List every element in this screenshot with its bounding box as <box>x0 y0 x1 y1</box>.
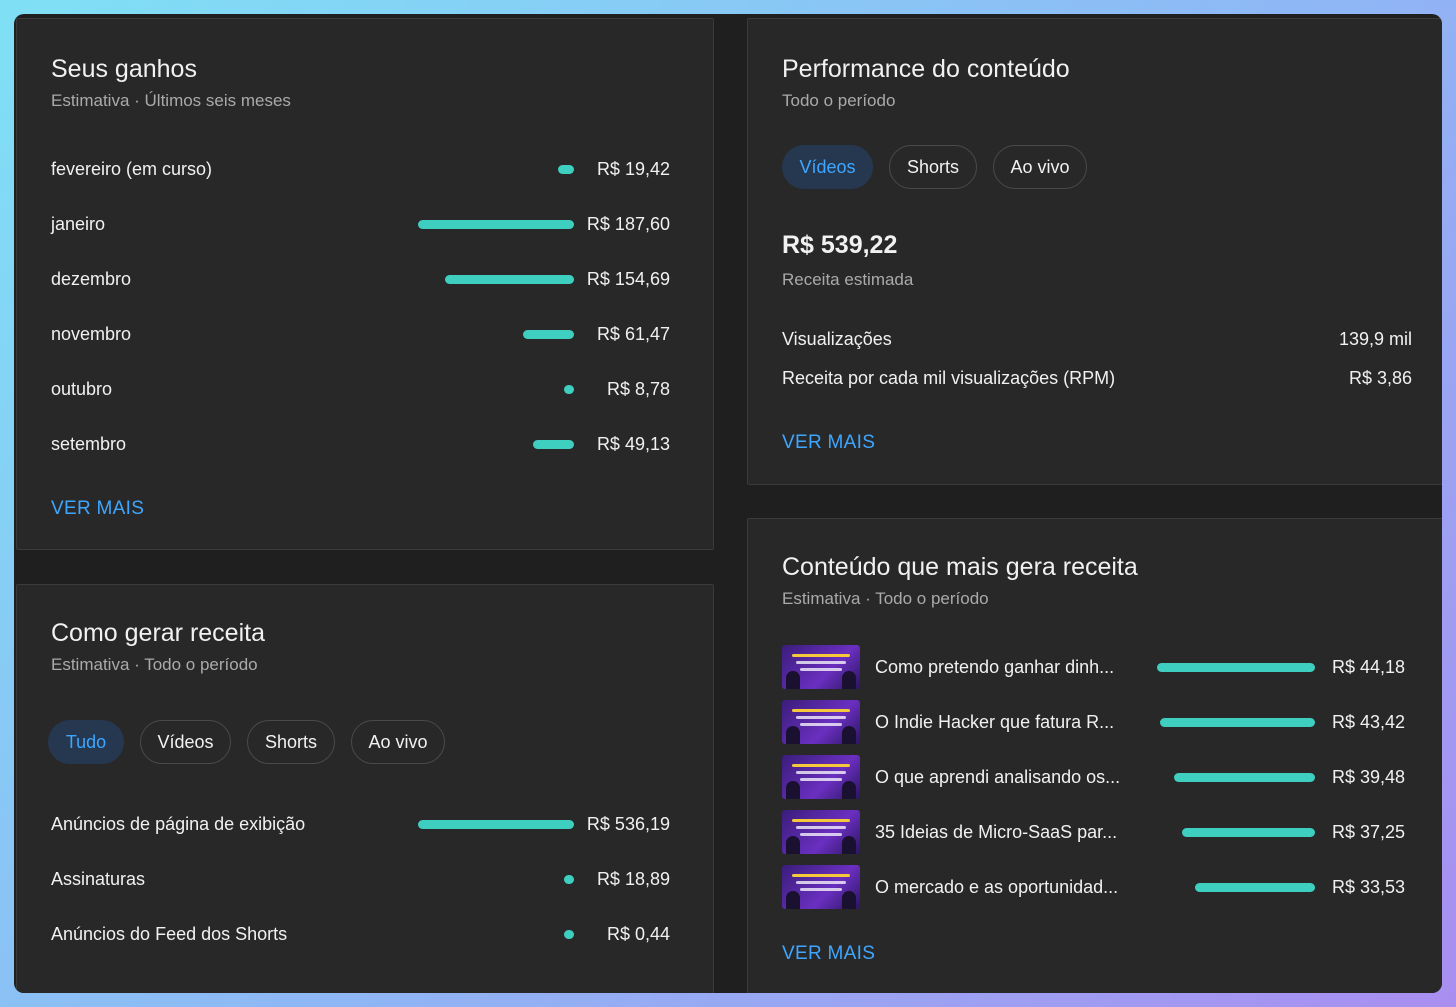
earnings-row-value: R$ 187,60 <box>586 214 670 234</box>
revenue-source-row: Anúncios do Feed dos Shorts R$ 0,44 <box>51 919 670 949</box>
top-content-row-value: R$ 33,53 <box>1332 877 1406 897</box>
estimated-revenue-label: Receita estimada <box>782 270 914 289</box>
video-thumbnail[interactable] <box>782 810 860 854</box>
top-content-card: Conteúdo que mais gera receita Estimativ… <box>747 518 1442 993</box>
top-content-row[interactable]: O mercado e as oportunidad... R$ 33,53 <box>782 865 1405 909</box>
earnings-row-value: R$ 19,42 <box>596 159 670 179</box>
earnings-row-bar <box>418 220 574 229</box>
chip-shorts[interactable]: Shorts <box>889 145 977 189</box>
revenue-source-row: Assinaturas R$ 18,89 <box>51 864 670 894</box>
top-content-row[interactable]: O que aprendi analisando os... R$ 39,48 <box>782 755 1405 799</box>
top-content-title: Conteúdo que mais gera receita <box>782 553 1138 581</box>
earnings-row-bar <box>523 330 574 339</box>
earnings-row-label: setembro <box>51 434 127 454</box>
video-thumbnail[interactable] <box>782 865 860 909</box>
performance-see-more-link[interactable]: VER MAIS <box>782 432 876 453</box>
video-thumbnail[interactable] <box>782 755 860 799</box>
top-content-row[interactable]: O Indie Hacker que fatura R... R$ 43,42 <box>782 700 1405 744</box>
chip-live[interactable]: Ao vivo <box>351 720 445 764</box>
earnings-subtitle: Estimativa · Últimos seis meses <box>51 91 291 110</box>
earnings-row-label: novembro <box>51 324 132 344</box>
chip-all[interactable]: Tudo <box>48 720 124 764</box>
video-title[interactable]: O Indie Hacker que fatura R... <box>875 712 1115 732</box>
top-content-see-more-link[interactable]: VER MAIS <box>782 943 876 964</box>
top-content-row-bar <box>1174 773 1315 782</box>
earnings-row-value: R$ 8,78 <box>606 379 670 399</box>
earnings-row-value: R$ 154,69 <box>586 269 670 289</box>
video-thumbnail[interactable] <box>782 645 860 689</box>
revenue-sources-title: Como gerar receita <box>51 619 265 647</box>
earnings-row: novembro R$ 61,47 <box>51 319 670 349</box>
earnings-row-bar <box>558 165 574 174</box>
revenue-source-row-bar <box>564 875 574 884</box>
earnings-row: janeiro R$ 187,60 <box>51 209 670 239</box>
stat-rpm-value: R$ 3,86 <box>1348 368 1412 388</box>
earnings-row-label: janeiro <box>51 214 106 234</box>
revenue-source-row-label: Anúncios de página de exibição <box>51 814 306 834</box>
video-thumbnail[interactable] <box>782 700 860 744</box>
revenue-source-row-bar <box>418 820 574 829</box>
revenue-source-row-value: R$ 536,19 <box>586 814 670 834</box>
performance-card: Performance do conteúdo Todo o período V… <box>747 18 1442 485</box>
estimated-revenue-value: R$ 539,22 <box>782 231 898 259</box>
video-title[interactable]: Como pretendo ganhar dinh... <box>875 657 1115 677</box>
revenue-sources-card: Como gerar receita Estimativa · Todo o p… <box>16 584 714 993</box>
earnings-row: fevereiro (em curso) R$ 19,42 <box>51 154 670 184</box>
chip-videos[interactable]: Vídeos <box>782 145 873 189</box>
top-content-row-value: R$ 43,42 <box>1332 712 1406 732</box>
stat-rpm-label: Receita por cada mil visualizações (RPM) <box>782 368 1116 388</box>
top-content-row-value: R$ 37,25 <box>1332 822 1406 842</box>
top-content-row-value: R$ 39,48 <box>1332 767 1406 787</box>
earnings-row-label: fevereiro (em curso) <box>51 159 213 179</box>
earnings-row-bar <box>564 385 574 394</box>
earnings-row-label: outubro <box>51 379 113 399</box>
performance-subtitle: Todo o período <box>782 91 896 110</box>
earnings-row-label: dezembro <box>51 269 132 289</box>
earnings-row: outubro R$ 8,78 <box>51 374 670 404</box>
top-content-row-bar <box>1160 718 1315 727</box>
revenue-source-row-label: Anúncios do Feed dos Shorts <box>51 924 288 944</box>
video-title[interactable]: 35 Ideias de Micro-SaaS par... <box>875 822 1118 842</box>
top-content-subtitle: Estimativa · Todo o período <box>782 589 989 608</box>
top-content-row-bar <box>1157 663 1315 672</box>
earnings-see-more-link[interactable]: VER MAIS <box>51 498 145 519</box>
top-content-row-bar <box>1182 828 1315 837</box>
earnings-row-bar <box>533 440 574 449</box>
stat-views-value: 139,9 mil <box>1338 329 1412 349</box>
revenue-source-row-value: R$ 18,89 <box>596 869 670 889</box>
chip-shorts[interactable]: Shorts <box>247 720 335 764</box>
chip-live[interactable]: Ao vivo <box>993 145 1087 189</box>
earnings-title: Seus ganhos <box>51 55 197 83</box>
performance-title: Performance do conteúdo <box>782 55 1070 83</box>
top-content-row-value: R$ 44,18 <box>1332 657 1406 677</box>
video-title[interactable]: O mercado e as oportunidad... <box>875 877 1119 897</box>
revenue-source-row-bar <box>564 930 574 939</box>
earnings-row-value: R$ 61,47 <box>596 324 670 344</box>
earnings-row: dezembro R$ 154,69 <box>51 264 670 294</box>
top-content-row-bar <box>1195 883 1315 892</box>
top-content-row[interactable]: Como pretendo ganhar dinh... R$ 44,18 <box>782 645 1405 689</box>
top-content-row[interactable]: 35 Ideias de Micro-SaaS par... R$ 37,25 <box>782 810 1405 854</box>
revenue-source-row-label: Assinaturas <box>51 869 146 889</box>
earnings-row: setembro R$ 49,13 <box>51 429 670 459</box>
stat-views-label: Visualizações <box>782 329 892 349</box>
earnings-row-bar <box>445 275 574 284</box>
earnings-card: Seus ganhos Estimativa · Últimos seis me… <box>16 18 714 550</box>
analytics-window: Seus ganhos Estimativa · Últimos seis me… <box>14 14 1442 993</box>
chip-videos[interactable]: Vídeos <box>140 720 231 764</box>
revenue-source-row: Anúncios de página de exibição R$ 536,19 <box>51 809 670 839</box>
revenue-sources-subtitle: Estimativa · Todo o período <box>51 655 258 674</box>
revenue-source-row-value: R$ 0,44 <box>606 924 670 944</box>
video-title[interactable]: O que aprendi analisando os... <box>875 767 1121 787</box>
earnings-row-value: R$ 49,13 <box>596 434 670 454</box>
